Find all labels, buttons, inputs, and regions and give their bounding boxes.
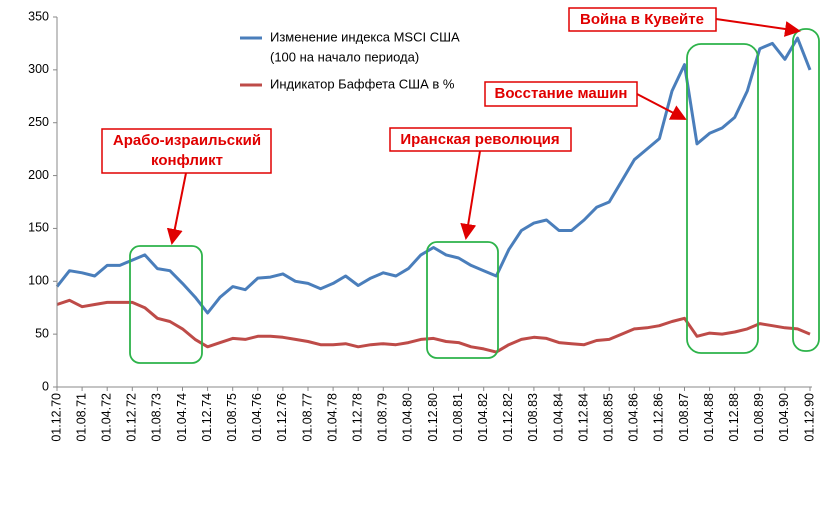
highlight-box: [426, 241, 499, 359]
x-tick-label: 01.08.87: [677, 393, 691, 442]
highlight-box: [129, 245, 203, 364]
x-tick-label: 01.08.85: [601, 393, 615, 442]
annotation: Иранская революция: [400, 131, 559, 148]
y-tick-label: 50: [35, 326, 49, 340]
annotation-box: [484, 81, 638, 107]
annotation-box: [101, 128, 272, 174]
x-tick-label: 01.04.76: [250, 393, 264, 442]
x-tick-label: 01.12.80: [426, 393, 440, 442]
legend-label: Индикатор Баффета США в %: [270, 76, 455, 91]
y-tick-label: 0: [42, 379, 49, 393]
y-tick-label: 200: [28, 168, 49, 182]
highlight-box: [686, 43, 759, 354]
y-tick-label: 250: [28, 115, 49, 129]
arrow: [715, 18, 801, 37]
axes-labels: 0 50 100 150 200 250 300 350 01.12.70 01.08.71 01.…: [28, 9, 816, 441]
y-tick-label: 300: [28, 62, 49, 76]
x-tick-label: 01.12.86: [652, 393, 666, 442]
x-tick-label: 01.04.84: [551, 393, 565, 442]
x-tick-label: 01.12.88: [727, 393, 741, 442]
annotation-boxes: [101, 7, 717, 174]
x-tick-label: 01.08.77: [300, 393, 314, 442]
arrow: [166, 172, 187, 245]
x-tick-label: 01.04.86: [627, 393, 641, 442]
x-tick-label: 01.08.79: [376, 393, 390, 442]
annotation: Война в Кувейте: [580, 11, 704, 28]
x-tick-label: 01.12.72: [125, 393, 139, 442]
series-line: [56, 298, 811, 354]
x-tick-label: 01.04.80: [401, 393, 415, 442]
x-tick-label: 01.04.72: [99, 393, 113, 442]
x-tick-label: 01.04.82: [476, 393, 490, 442]
x-tick-label: 01.12.76: [275, 393, 289, 442]
arrow: [460, 150, 481, 240]
annotation-box: [389, 127, 572, 152]
x-tick-label: 01.08.71: [74, 393, 88, 442]
x-tick-label: 01.04.78: [325, 393, 339, 442]
x-tick-label: 01.08.75: [225, 393, 239, 442]
x-tick-label: 01.08.89: [752, 393, 766, 442]
x-tick-label: 01.08.81: [451, 393, 465, 442]
annotation: Восстание машин: [495, 85, 628, 102]
series-line: [55, 36, 812, 315]
x-tick-label: 01.04.74: [175, 393, 189, 442]
legend-note: (100 на начало периода): [270, 49, 419, 64]
arrow: [636, 93, 687, 120]
x-tick-label: 01.04.88: [702, 393, 716, 442]
highlight-box: [792, 28, 820, 352]
y-tick-label: 100: [28, 274, 49, 288]
x-tick-label: 01.12.74: [200, 393, 214, 442]
annotation: Арабо-израильский: [113, 132, 261, 149]
x-tick-label: 01.12.82: [501, 393, 515, 442]
arrows: [166, 18, 801, 245]
y-tick-label: 150: [28, 221, 49, 235]
highlight-boxes: [129, 28, 820, 364]
legend-label: Изменение индекса MSCI США: [270, 29, 460, 44]
annotation: конфликт: [151, 152, 223, 169]
x-tick-label: 01.12.90: [802, 393, 816, 442]
series-lines: [55, 36, 812, 354]
x-tick-label: 01.04.90: [777, 393, 791, 442]
x-tick-label: 01.08.73: [150, 393, 164, 442]
y-tick-label: 350: [28, 9, 49, 23]
x-tick-label: 01.12.84: [576, 393, 590, 442]
x-tick-label: 01.12.70: [49, 393, 63, 442]
annotation-box: [568, 7, 717, 32]
x-tick-label: 01.12.78: [350, 393, 364, 442]
x-tick-label: 01.08.83: [526, 393, 540, 442]
